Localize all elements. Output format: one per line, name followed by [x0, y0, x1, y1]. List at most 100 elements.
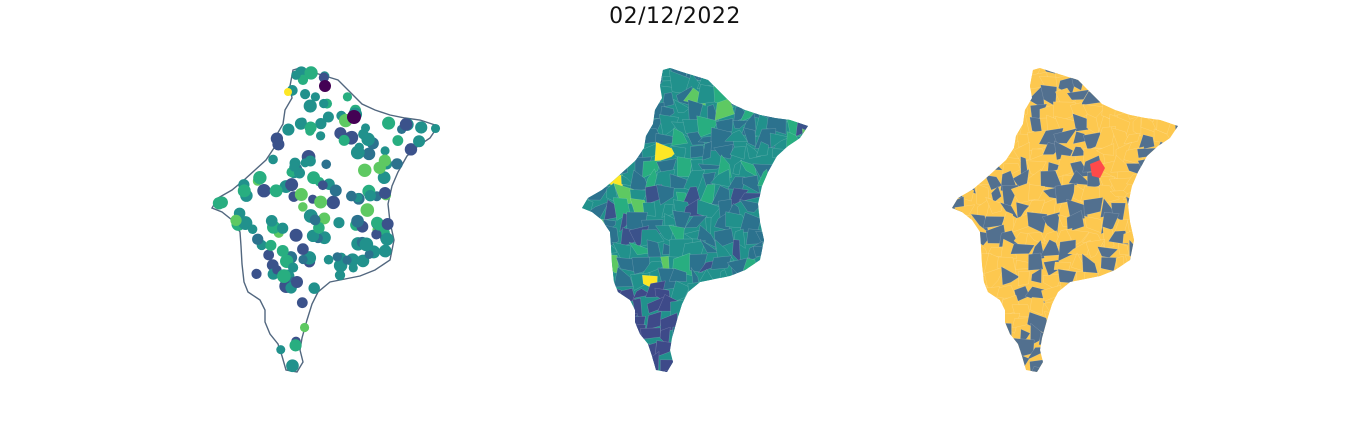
municipality-region	[801, 200, 808, 219]
municipality-point	[251, 268, 262, 279]
municipality-region	[1152, 258, 1172, 277]
municipality-region	[952, 356, 966, 372]
municipality-point	[348, 263, 358, 273]
municipality-region	[1054, 296, 1076, 319]
municipality-region	[758, 357, 778, 372]
municipality-region	[1126, 310, 1144, 330]
municipality-region	[795, 171, 808, 187]
municipality-region	[780, 182, 797, 201]
municipality-point	[378, 244, 392, 258]
municipality-region	[959, 234, 976, 248]
municipality-region	[1083, 283, 1104, 306]
municipality-region	[582, 328, 587, 348]
municipality-region	[968, 338, 989, 358]
municipality-region	[660, 359, 678, 372]
municipality-region	[768, 312, 786, 333]
municipality-region	[1052, 339, 1074, 357]
municipality-region	[697, 314, 720, 333]
municipality-point	[373, 161, 386, 175]
municipality-region	[796, 70, 808, 95]
municipality-region	[618, 105, 637, 123]
municipality-point	[350, 145, 365, 160]
municipality-region	[1112, 267, 1127, 292]
municipality-region	[968, 285, 988, 305]
municipality-region	[642, 160, 661, 179]
municipality-region	[1066, 295, 1082, 320]
municipality-region	[1101, 340, 1118, 361]
municipality-point	[257, 183, 271, 198]
municipality-region	[996, 89, 1022, 100]
municipality-region	[983, 78, 1006, 86]
municipality-region	[800, 339, 808, 358]
municipality-point	[291, 70, 301, 80]
municipality-region	[797, 229, 808, 245]
municipality-region	[669, 280, 690, 305]
municipality-region	[758, 342, 773, 359]
municipality-region	[1044, 311, 1061, 323]
municipality-point	[334, 270, 346, 281]
municipality-region	[724, 294, 746, 313]
municipality-region	[1164, 85, 1178, 108]
municipality-region	[626, 87, 650, 108]
municipality-region	[1159, 170, 1172, 194]
municipality-region	[656, 184, 675, 206]
municipality-region	[960, 72, 979, 94]
municipality-point	[272, 138, 285, 151]
municipality-region	[1085, 239, 1106, 258]
municipality-point	[323, 254, 334, 265]
municipality-region	[1102, 328, 1115, 346]
municipality-point	[319, 80, 331, 92]
municipality-region	[1054, 154, 1077, 179]
municipality-region	[761, 93, 773, 106]
municipality-region	[1122, 267, 1139, 292]
municipality-region	[614, 302, 632, 318]
municipality-region	[974, 119, 990, 134]
municipality-point	[332, 252, 343, 262]
municipality-region	[727, 68, 748, 78]
municipality-region	[1080, 295, 1103, 312]
municipality-point	[291, 276, 303, 288]
municipality-point	[253, 171, 267, 185]
municipality-region	[1124, 367, 1140, 372]
municipality-point	[247, 224, 258, 234]
municipality-region	[1175, 120, 1178, 131]
municipality-region	[1166, 200, 1178, 222]
municipality-region	[633, 68, 650, 79]
municipality-region	[589, 268, 610, 288]
municipality-region	[1083, 338, 1105, 356]
municipality-region	[582, 100, 595, 123]
municipality-point	[309, 214, 321, 226]
municipality-point	[276, 345, 286, 355]
municipality-region	[1053, 68, 1078, 78]
municipality-region	[632, 343, 651, 362]
municipality-region	[1153, 338, 1171, 358]
municipality-region	[952, 239, 963, 260]
municipality-region	[582, 343, 592, 359]
municipality-region	[584, 112, 606, 135]
municipality-region	[1010, 243, 1035, 255]
municipality-region	[985, 101, 1006, 117]
municipality-region	[1140, 172, 1159, 189]
municipality-region	[626, 356, 648, 372]
municipality-region	[786, 313, 796, 332]
municipality-region	[620, 150, 638, 163]
municipality-point	[364, 190, 376, 202]
municipality-region	[796, 350, 808, 372]
municipality-point	[415, 121, 428, 134]
municipality-region	[1170, 255, 1178, 277]
municipality-region	[798, 268, 808, 287]
municipality-region	[1114, 99, 1128, 116]
municipality-region	[606, 342, 622, 354]
municipality-region	[788, 296, 806, 318]
municipality-region	[969, 154, 986, 175]
municipality-region	[795, 213, 808, 232]
municipality-region	[1000, 238, 1017, 262]
municipality-region	[1001, 323, 1012, 343]
municipality-region	[1137, 134, 1155, 151]
municipality-region	[590, 240, 603, 261]
municipality-region	[671, 127, 688, 146]
municipality-region	[952, 172, 964, 187]
municipality-point	[287, 262, 299, 273]
municipality-region	[1142, 350, 1156, 371]
municipality-region	[717, 342, 736, 358]
